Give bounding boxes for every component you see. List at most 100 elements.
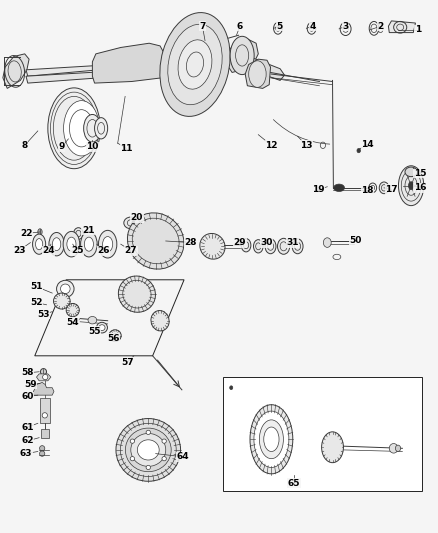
Ellipse shape <box>85 237 93 251</box>
Polygon shape <box>26 66 99 76</box>
Ellipse shape <box>53 238 61 251</box>
Ellipse shape <box>81 231 97 257</box>
Ellipse shape <box>241 239 251 252</box>
Text: 28: 28 <box>184 238 197 247</box>
Ellipse shape <box>60 284 70 294</box>
Text: 25: 25 <box>71 246 83 255</box>
Text: 22: 22 <box>20 229 32 238</box>
Ellipse shape <box>35 239 43 250</box>
Text: 58: 58 <box>21 368 34 377</box>
Ellipse shape <box>146 465 150 470</box>
Text: 52: 52 <box>30 298 43 307</box>
Polygon shape <box>253 58 285 80</box>
Text: 9: 9 <box>59 142 65 151</box>
Text: 19: 19 <box>312 185 325 194</box>
Text: 24: 24 <box>42 246 55 255</box>
Text: 31: 31 <box>286 238 299 247</box>
Ellipse shape <box>409 182 414 190</box>
Ellipse shape <box>57 280 74 297</box>
Ellipse shape <box>334 184 345 191</box>
Ellipse shape <box>38 229 42 235</box>
Text: 60: 60 <box>21 392 34 401</box>
Text: 27: 27 <box>124 246 137 255</box>
Text: 20: 20 <box>131 213 143 222</box>
Ellipse shape <box>125 428 171 472</box>
Ellipse shape <box>127 213 184 269</box>
Text: 54: 54 <box>67 318 79 327</box>
Ellipse shape <box>132 221 135 224</box>
Ellipse shape <box>102 237 113 252</box>
Text: 8: 8 <box>21 141 28 150</box>
Ellipse shape <box>250 405 293 474</box>
Text: 53: 53 <box>37 310 50 319</box>
Ellipse shape <box>42 374 48 379</box>
Ellipse shape <box>379 182 389 193</box>
Polygon shape <box>227 39 258 72</box>
Ellipse shape <box>48 88 100 168</box>
Ellipse shape <box>200 233 225 259</box>
Ellipse shape <box>396 445 401 451</box>
Ellipse shape <box>249 61 266 87</box>
Ellipse shape <box>88 317 97 324</box>
Text: 21: 21 <box>82 226 94 235</box>
Ellipse shape <box>39 446 45 451</box>
Bar <box>41 429 49 438</box>
Ellipse shape <box>168 25 222 104</box>
Polygon shape <box>245 59 271 88</box>
Ellipse shape <box>131 433 166 466</box>
Text: 61: 61 <box>21 423 34 432</box>
Ellipse shape <box>64 101 99 156</box>
Ellipse shape <box>162 457 166 461</box>
Ellipse shape <box>95 118 108 139</box>
Ellipse shape <box>109 330 121 342</box>
Ellipse shape <box>32 234 46 254</box>
Text: 14: 14 <box>361 140 374 149</box>
Ellipse shape <box>389 443 398 453</box>
Text: 51: 51 <box>30 282 43 291</box>
Ellipse shape <box>323 238 331 247</box>
Text: 59: 59 <box>24 380 37 389</box>
Ellipse shape <box>254 411 289 467</box>
Bar <box>223 376 422 491</box>
Ellipse shape <box>42 413 47 418</box>
Text: 3: 3 <box>343 22 349 31</box>
Text: 56: 56 <box>107 334 120 343</box>
Ellipse shape <box>357 149 360 153</box>
Text: 57: 57 <box>121 358 134 367</box>
Ellipse shape <box>99 230 117 258</box>
Ellipse shape <box>113 334 117 338</box>
Ellipse shape <box>254 240 263 253</box>
Text: 7: 7 <box>199 22 205 31</box>
Ellipse shape <box>66 303 79 317</box>
Ellipse shape <box>278 238 290 254</box>
Ellipse shape <box>99 325 105 330</box>
Text: 6: 6 <box>237 22 243 31</box>
Text: 15: 15 <box>413 169 426 178</box>
Ellipse shape <box>130 457 134 461</box>
Text: 55: 55 <box>88 327 101 336</box>
Ellipse shape <box>138 440 159 460</box>
Polygon shape <box>389 21 416 33</box>
Text: 18: 18 <box>361 186 374 195</box>
Ellipse shape <box>67 237 76 251</box>
Polygon shape <box>33 382 54 395</box>
Ellipse shape <box>84 115 101 142</box>
Ellipse shape <box>40 368 46 375</box>
Bar <box>40 398 49 423</box>
Ellipse shape <box>39 451 45 456</box>
Text: 29: 29 <box>233 238 246 247</box>
Text: 26: 26 <box>97 246 110 255</box>
Ellipse shape <box>178 40 212 89</box>
Ellipse shape <box>321 432 343 463</box>
Ellipse shape <box>230 36 254 75</box>
Ellipse shape <box>96 322 107 333</box>
Text: 17: 17 <box>385 185 398 194</box>
Ellipse shape <box>259 420 283 459</box>
Ellipse shape <box>70 110 93 147</box>
Text: 63: 63 <box>20 449 32 458</box>
Ellipse shape <box>160 13 230 116</box>
Ellipse shape <box>230 386 233 390</box>
Ellipse shape <box>118 276 155 312</box>
Text: 50: 50 <box>349 237 361 246</box>
Text: 10: 10 <box>86 142 99 151</box>
